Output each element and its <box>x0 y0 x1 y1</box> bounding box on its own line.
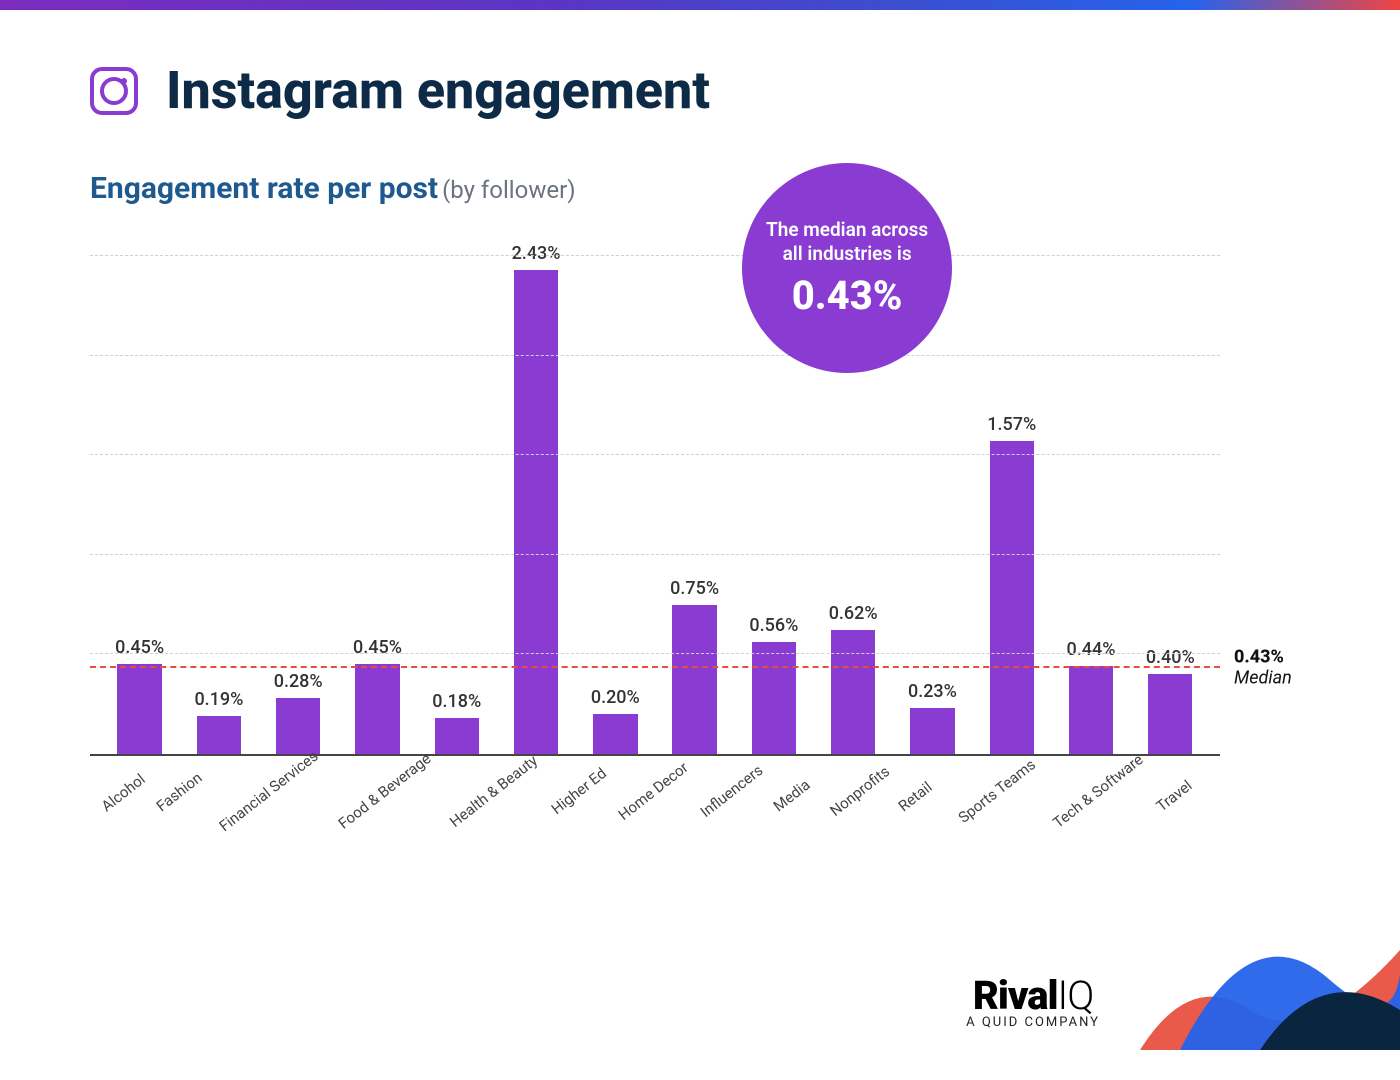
x-label: Financial Services <box>216 747 322 835</box>
gridline <box>90 255 1220 256</box>
bar <box>1148 674 1192 754</box>
bar-wrapper: 0.44% <box>1051 236 1130 754</box>
subtitle-paren: (by follower) <box>442 176 576 204</box>
x-label: Home Decor <box>615 758 692 824</box>
bar <box>117 664 161 754</box>
median-callout: The median across all industries is 0.43% <box>742 163 952 373</box>
bar <box>355 664 399 754</box>
subtitle-row: Engagement rate per post (by follower) <box>90 171 1310 206</box>
x-label: Nonprofits <box>826 762 893 820</box>
bar <box>990 441 1034 754</box>
bar-wrapper: 0.45% <box>338 236 417 754</box>
logo-subtitle: A QUID COMPANY <box>966 1015 1100 1030</box>
gridline <box>90 454 1220 455</box>
gridline <box>90 554 1220 555</box>
callout-text: The median across all industries is <box>762 218 932 266</box>
x-axis-labels: AlcoholFashionFinancial ServicesFood & B… <box>100 766 1210 784</box>
bar <box>276 698 320 754</box>
bar <box>672 605 716 754</box>
bar-value-label: 0.44% <box>1067 639 1116 660</box>
bar-value-label: 0.23% <box>908 681 957 702</box>
bar-wrapper: 0.20% <box>576 236 655 754</box>
median-text: Median <box>1234 668 1292 689</box>
instagram-icon <box>90 67 138 115</box>
bar-value-label: 0.75% <box>670 578 719 599</box>
bar <box>1069 666 1113 754</box>
gridline <box>90 653 1220 654</box>
logo-main: RivalIQ <box>966 972 1100 1019</box>
logo-bold: Rival <box>973 972 1058 1019</box>
x-label: Alcohol <box>98 767 153 815</box>
logo-thin: IQ <box>1058 972 1094 1019</box>
bar-wrapper: 0.75% <box>655 236 734 754</box>
x-label: Media <box>769 767 824 815</box>
bar <box>831 630 875 754</box>
bar-value-label: 0.45% <box>115 637 164 658</box>
bar-wrapper: 0.45% <box>100 236 179 754</box>
x-label: Food & Beverage <box>335 749 434 832</box>
bar-value-label: 0.56% <box>749 615 798 636</box>
x-label: Sports Teams <box>955 755 1039 826</box>
bar-value-label: 0.18% <box>432 691 481 712</box>
median-label: 0.43%Median <box>1234 648 1292 689</box>
bars-container: 0.45% 0.19% 0.28% 0.45% 0.18% 2.43% 0.20% 0.75%… <box>100 236 1210 754</box>
median-line: 0.43%Median <box>90 666 1220 668</box>
x-label: Health & Beauty <box>447 751 542 831</box>
bar-wrapper: 0.28% <box>259 236 338 754</box>
x-label: Retail <box>895 767 950 815</box>
bar-value-label: 0.40% <box>1146 647 1195 668</box>
chart-area: 0.45% 0.19% 0.28% 0.45% 0.18% 2.43% 0.20% 0.75%… <box>90 236 1310 756</box>
bar-value-label: 0.28% <box>274 671 323 692</box>
bar <box>910 708 954 754</box>
wave-decoration <box>1100 900 1400 1050</box>
bar <box>435 718 479 754</box>
median-value: 0.43% <box>1234 648 1292 669</box>
bar <box>593 714 637 754</box>
bar-value-label: 0.45% <box>353 637 402 658</box>
top-gradient-border <box>0 0 1400 10</box>
x-label: Influencers <box>697 761 766 821</box>
bar-value-label: 2.43% <box>512 243 561 264</box>
bar-wrapper: 1.57% <box>972 236 1051 754</box>
bar <box>197 716 241 754</box>
bar-wrapper: 0.19% <box>179 236 258 754</box>
bar <box>752 642 796 754</box>
logo: RivalIQ A QUID COMPANY <box>966 972 1100 1030</box>
callout-value: 0.43% <box>792 272 903 319</box>
x-label: Travel <box>1152 767 1207 815</box>
x-label: Tech & Software <box>1049 750 1146 831</box>
bar <box>514 270 558 754</box>
bar-value-label: 0.20% <box>591 687 640 708</box>
bar-wrapper: 2.43% <box>496 236 575 754</box>
bar-value-label: 0.19% <box>194 689 243 710</box>
bar-wrapper: 0.18% <box>417 236 496 754</box>
subtitle: Engagement rate per post <box>90 171 438 206</box>
plot-region: 0.45% 0.19% 0.28% 0.45% 0.18% 2.43% 0.20% 0.75%… <box>90 236 1220 756</box>
bar-value-label: 0.62% <box>829 603 878 624</box>
bar-wrapper: 0.40% <box>1131 236 1210 754</box>
gridline <box>90 355 1220 356</box>
x-label: Higher Ed <box>548 764 610 818</box>
footer: RivalIQ A QUID COMPANY <box>0 940 1400 1050</box>
title-row: Instagram engagement <box>90 60 1310 121</box>
x-label: Fashion <box>153 767 208 815</box>
bar-value-label: 1.57% <box>987 414 1036 435</box>
page-title: Instagram engagement <box>166 60 710 121</box>
